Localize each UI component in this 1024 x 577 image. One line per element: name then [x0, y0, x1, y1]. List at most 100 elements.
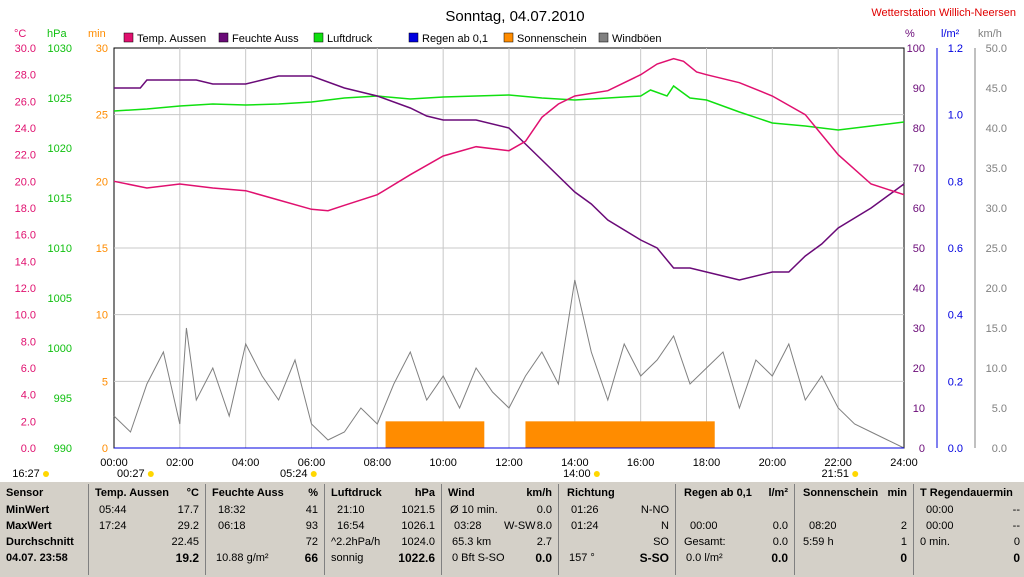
x-tick-label: 08:00	[364, 457, 392, 469]
legend: Temp. Aussen Feuchte Auss Luftdruck Regen a…	[123, 32, 662, 45]
tick-label: 15.0	[986, 323, 1007, 335]
legend-swatch	[313, 32, 324, 43]
col-header: T Regendauermin	[920, 487, 1013, 499]
tick-label: 60	[913, 203, 925, 215]
sun-marker-icon	[852, 471, 859, 477]
cell: Ø 10 min.	[450, 504, 498, 516]
legend-label: Luftdruck	[327, 33, 373, 45]
sun-marker-icon	[43, 471, 49, 477]
legend-label: Temp. Aussen	[137, 33, 206, 45]
sun-marker-icon	[310, 471, 317, 477]
col-header: Wind	[448, 487, 475, 499]
cell: 10.88 g/m²	[216, 552, 269, 564]
tick-label: 1.2	[948, 43, 963, 55]
tick-label: 45.0	[986, 83, 1007, 95]
cell: 05:44	[99, 504, 127, 516]
row-label: 04.07. 23:58	[6, 552, 68, 564]
tick-label: 25	[96, 110, 108, 122]
cell: 21:10	[337, 504, 365, 516]
tick-label: 25.0	[986, 243, 1007, 255]
legend-swatch	[123, 32, 134, 43]
cell: N	[661, 520, 669, 532]
col-unit: min	[887, 487, 907, 499]
tick-label: 10	[96, 310, 108, 322]
cell: 1026.1	[401, 520, 435, 532]
x-tick-label: 14:00	[561, 457, 589, 469]
sunshine-bar	[385, 421, 485, 448]
cell: 00:00	[926, 504, 954, 516]
tick-label: 2.0	[21, 416, 36, 428]
cell: 72	[305, 536, 318, 548]
temp-unit-label: °C	[14, 28, 26, 40]
stats-table: Sensor MinWert MaxWert Durchschnitt 04.0…	[0, 482, 1024, 577]
tick-label: 100	[907, 43, 925, 55]
tick-label: 30	[96, 43, 108, 55]
tick-label: 1005	[48, 293, 72, 305]
x-tick-label: 20:00	[759, 457, 787, 469]
tick-label: 16.0	[15, 230, 36, 242]
col-header: Regen ab 0,1	[684, 487, 752, 499]
legend-label: Feuchte Auss	[232, 33, 299, 45]
tick-label: 20.0	[15, 176, 36, 188]
tick-label: 1010	[48, 243, 72, 255]
row-label: MaxWert	[6, 520, 52, 532]
tick-label: 90	[913, 83, 925, 95]
axis-ticks: 30.0 28.0 26.0 24.0 22.0 20.0 18.0 16.0 14.0 12.0…	[15, 43, 1007, 469]
series-line-temp-aussen	[113, 57, 905, 212]
col-wind: Wind km/h Ø 10 min. 0.0 03:28 W-SW 8.0 6…	[442, 484, 558, 575]
tick-label: 0.6	[948, 243, 963, 255]
cell: 18:32	[218, 504, 246, 516]
wind-unit-label: km/h	[978, 28, 1002, 40]
rain-unit-label: l/m²	[941, 28, 960, 40]
weather-chart: Sonntag, 04.07.2010 Wetterstation Willic…	[12, 7, 1016, 480]
sun-marker-icon	[147, 471, 154, 477]
tick-label: 40	[913, 283, 925, 295]
col-header: Feuchte Auss	[212, 487, 284, 499]
tick-label: 28.0	[15, 70, 36, 82]
tick-label: 26.0	[15, 96, 36, 108]
cell: 0.0	[772, 536, 788, 548]
col-rain: Regen ab 0,1 l/m² 00:00 0.0 Gesamt: 0.0 …	[676, 484, 794, 575]
x-tick-label: 00:00	[100, 457, 128, 469]
x-tick-label: 04:00	[232, 457, 260, 469]
tick-label: 12.0	[15, 283, 36, 295]
sunshine-bar	[525, 421, 715, 448]
legend-swatch	[218, 32, 229, 43]
cell: 08:20	[809, 520, 837, 532]
tick-label: 995	[54, 393, 72, 405]
tick-label: 15	[96, 243, 108, 255]
tick-label: 40.0	[986, 123, 1007, 135]
cell: 8.0	[536, 520, 552, 532]
row-label: Durchschnitt	[6, 536, 74, 548]
tick-label: 1000	[48, 343, 72, 355]
cell: 01:26	[571, 504, 599, 516]
col-unit: °C	[186, 487, 199, 499]
cell: 0	[900, 551, 907, 565]
cell: 0 Bft S-SO	[452, 552, 505, 564]
cell: 0	[1013, 536, 1020, 548]
cell: sonnig	[331, 552, 364, 564]
cell: 06:18	[218, 520, 246, 532]
cell: 0 min.	[920, 536, 950, 548]
tick-label: 5	[102, 376, 108, 388]
col-press: Luftdruck hPa 21:10 1021.5 16:54 1026.1 …	[325, 484, 441, 575]
x-tick-label: 22:00	[824, 457, 852, 469]
cell: Gesamt:	[684, 536, 726, 548]
tick-label: 50	[913, 243, 925, 255]
col-header: Richtung	[567, 487, 615, 499]
tick-label: 0.4	[948, 310, 963, 322]
cell: 0.0	[771, 551, 788, 565]
station-name: Wetterstation Willich-Neersen	[871, 7, 1016, 19]
cell: W-SW	[504, 520, 536, 532]
col-header: Luftdruck	[331, 487, 382, 499]
x-tick-label: 12:00	[495, 457, 523, 469]
cell: 22.45	[171, 536, 199, 548]
plot-area	[113, 47, 905, 449]
tick-label: 20	[913, 363, 925, 375]
col-raindur: T Regendauermin 00:00 -- 00:00 -- 0 min.…	[914, 484, 1024, 575]
cell: 0.0	[772, 520, 788, 532]
tick-label: 30.0	[986, 203, 1007, 215]
col-unit: hPa	[414, 487, 435, 499]
cell: 29.2	[177, 520, 199, 532]
tick-label: 5.0	[992, 403, 1007, 415]
